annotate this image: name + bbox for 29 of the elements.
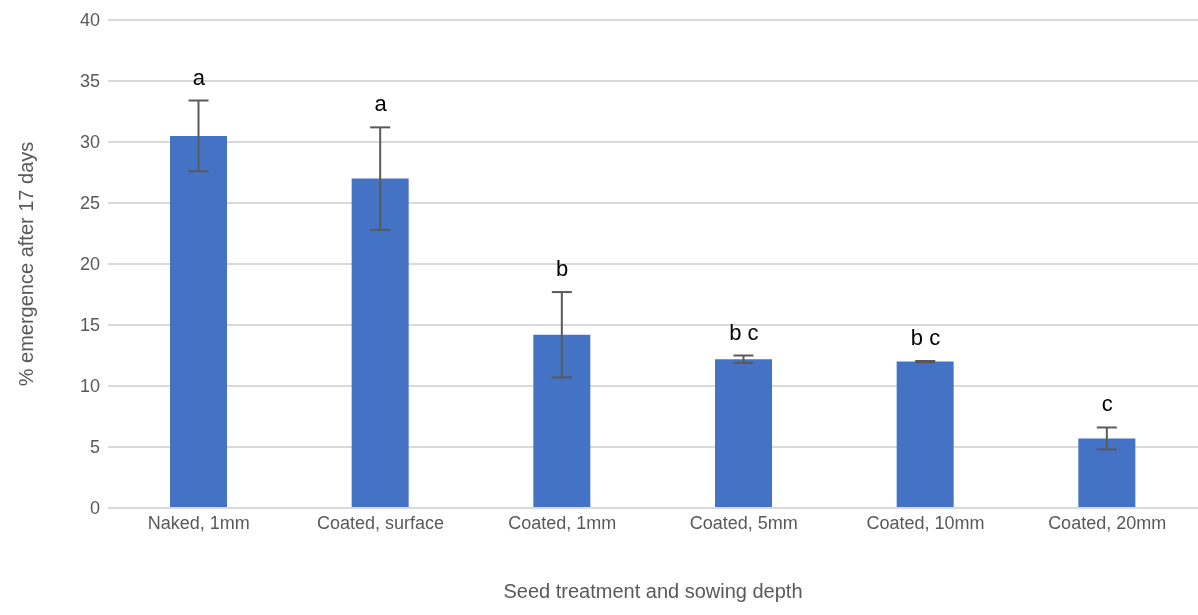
x-axis-title: Seed treatment and sowing depth [503,580,803,602]
bar [533,334,591,508]
y-tick-label: 15 [79,315,100,336]
y-tick-label: 30 [79,132,100,153]
y-tick-label: 0 [89,498,100,519]
annotation: c [1101,391,1113,417]
bar [1078,438,1136,508]
x-tick-label: Coated, 5mm [689,512,798,533]
x-tick-label: Naked, 1mm [147,512,250,533]
bar [170,135,227,508]
annotation: a [192,64,206,90]
annotation: b c [729,319,759,345]
y-tick-label: 25 [79,193,100,214]
y-tick-label: 35 [79,71,100,92]
bar [896,361,954,508]
bar [715,359,772,508]
y-tick-label: 20 [79,254,100,275]
annotation: b c [910,324,941,350]
y-tick-label: 40 [79,10,100,31]
x-tick-label: Coated, 10mm [866,512,985,533]
annotation: a [374,91,388,117]
y-tick-label: 5 [89,437,100,458]
x-tick-label: Coated, surface [316,512,445,533]
x-tick-label: Coated, 1mm [508,512,617,533]
x-tick-label: Coated, 20mm [1048,512,1167,533]
annotation: b [556,256,569,282]
y-axis-title: % emergence after 17 days [15,141,38,387]
bar [351,178,409,508]
y-tick-label: 10 [79,376,100,397]
